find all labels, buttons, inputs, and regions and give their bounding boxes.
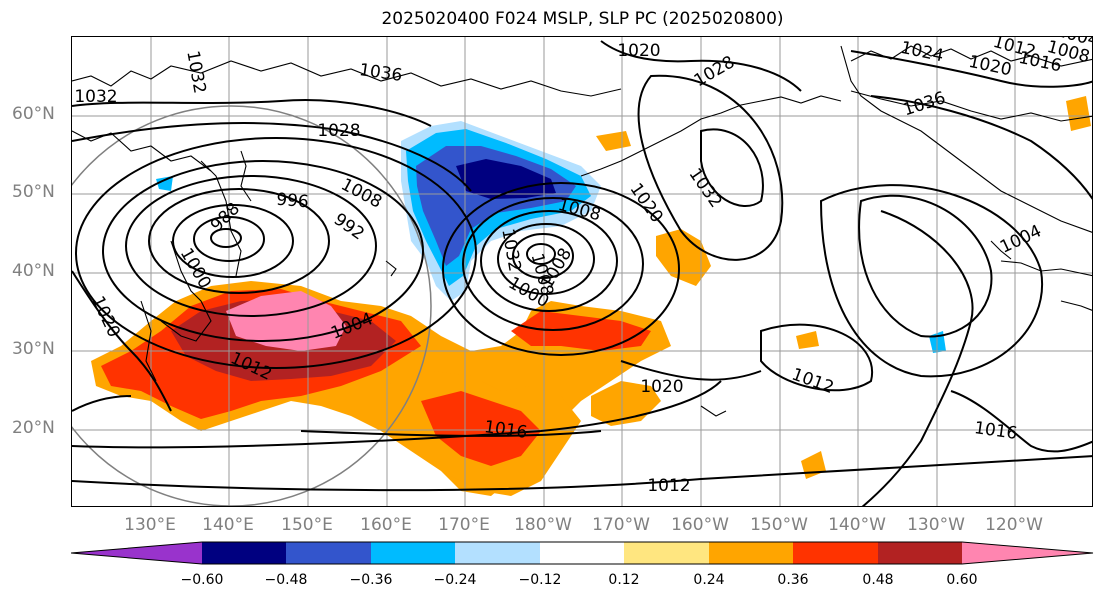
colorbar-tick: 0.24	[693, 572, 725, 588]
colorbar-segment	[286, 542, 371, 564]
coastlines	[72, 45, 1092, 417]
colorbar-tick: 0.36	[777, 572, 809, 588]
colorbar-segment	[371, 542, 455, 564]
lon-label-150w: 150°W	[750, 515, 808, 535]
colorbar-tick: −0.48	[264, 572, 308, 588]
isobar-label: 1020	[625, 180, 666, 227]
warm-anomaly-small-6	[796, 331, 819, 349]
reference-circle	[72, 105, 432, 506]
isobar-label: 1012	[789, 365, 836, 399]
colorbar-tick: 0.48	[862, 572, 894, 588]
isobars	[72, 40, 1092, 506]
colorbar-tick: 0.12	[608, 572, 640, 588]
colorbar-segment	[962, 542, 1093, 564]
warm-anomaly-small-3	[596, 131, 631, 151]
lat-label-40n: 40°N	[12, 261, 55, 281]
lon-label-120w: 120°W	[985, 515, 1043, 535]
lon-label-150e: 150°E	[281, 515, 333, 535]
warm-anomaly-small-5	[1066, 96, 1091, 131]
colorbar-segment	[878, 542, 962, 564]
shaded-anomaly-layer	[91, 96, 1091, 496]
colorbar-segment	[540, 542, 624, 564]
lon-label-170e: 170°E	[438, 515, 490, 535]
isobar-label: 1032	[74, 87, 117, 107]
isobar-label: 1028	[317, 121, 360, 141]
warm-anomaly-south-red	[421, 391, 541, 466]
map-panel: 1032 1036 1028 1020 1028 1024 1020 1016 …	[71, 36, 1093, 507]
lat-label-50n: 50°N	[12, 182, 55, 202]
cold-anomaly-navy	[456, 159, 556, 199]
lon-label-130w: 130°W	[907, 515, 965, 535]
colorbar-tick: −0.12	[518, 572, 562, 588]
lon-label-170w: 170°W	[592, 515, 650, 535]
isobar-label: 1032	[182, 49, 209, 95]
isobar-label: 1020	[967, 52, 1013, 81]
lon-label-140w: 140°W	[828, 515, 886, 535]
isobar-label: 1028	[691, 52, 738, 91]
colorbar-segment	[71, 542, 202, 564]
isobar-label: 1020	[617, 41, 660, 61]
colorbar-outline	[71, 541, 1094, 565]
isobar-label: 1036	[358, 60, 404, 86]
map-title: 2025020400 F024 MSLP, SLP PC (2025020800…	[381, 9, 784, 29]
lon-label-160w: 160°W	[671, 515, 729, 535]
isobar-label: 1020	[87, 293, 123, 341]
colorbar-segment	[202, 542, 286, 564]
isobar-label: 1012	[647, 476, 690, 496]
graticule	[72, 37, 1092, 506]
isobar-label: 996	[275, 190, 309, 213]
colorbar-segment	[455, 542, 540, 564]
lon-label-180w: 180°W	[514, 515, 572, 535]
colorbar-tick: 0.60	[946, 572, 978, 588]
colorbar-segment	[624, 542, 709, 564]
colorbar-segment	[793, 542, 878, 564]
isobar-label: 1024	[899, 38, 945, 67]
lon-label-140e: 140°E	[202, 515, 254, 535]
colorbar-segment	[709, 542, 793, 564]
isobar-label: 1032	[684, 165, 725, 212]
lat-label-30n: 30°N	[12, 339, 55, 359]
lon-label-160e: 160°E	[360, 515, 412, 535]
colorbar-tick: −0.60	[180, 572, 224, 588]
colorbar-tick: −0.24	[433, 572, 477, 588]
isobar-label: 1032	[497, 227, 524, 273]
colorbar-tick: −0.36	[349, 572, 393, 588]
warm-anomaly-small-1	[656, 229, 711, 286]
cold-anomaly-small-2	[156, 176, 173, 191]
isobar-label: 1016	[973, 418, 1019, 444]
map-canvas: 1032 1036 1028 1020 1028 1024 1020 1016 …	[72, 37, 1092, 506]
isobar-label: 1020	[640, 377, 683, 397]
isobar-label: 1004	[997, 221, 1045, 257]
isobar-label: 1000	[176, 245, 215, 292]
warm-anomaly-small-4	[801, 451, 826, 479]
warm-anomaly-red-east	[511, 311, 651, 351]
colorbar	[71, 541, 1094, 565]
lon-label-130e: 130°E	[124, 515, 176, 535]
lat-label-60n: 60°N	[12, 104, 55, 124]
lat-label-20n: 20°N	[12, 418, 55, 438]
